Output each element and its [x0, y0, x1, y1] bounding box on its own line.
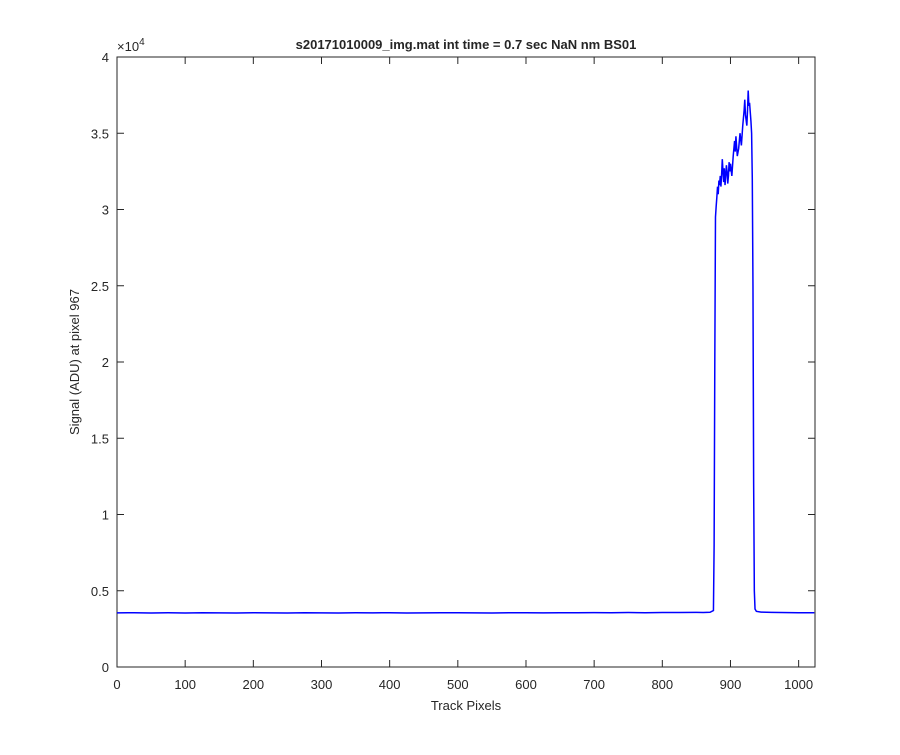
- y-tick-label: 3: [102, 203, 109, 218]
- x-tick-label: 100: [174, 677, 196, 692]
- x-tick-label: 800: [651, 677, 673, 692]
- data-line: [116, 90, 815, 614]
- y-tick-label: 3.5: [91, 126, 109, 141]
- y-tick-label: 2: [102, 355, 109, 370]
- x-tick-label: 0: [113, 677, 120, 692]
- x-tick-label: 600: [515, 677, 537, 692]
- x-tick-label: 200: [242, 677, 264, 692]
- y-axis-label: Signal (ADU) at pixel 967: [67, 289, 82, 435]
- y-multiplier-base: ×10: [117, 39, 139, 54]
- y-multiplier-exponent: 4: [139, 37, 145, 48]
- y-tick-label: 2.5: [91, 279, 109, 294]
- x-tick-label: 900: [720, 677, 742, 692]
- x-tick-label: 700: [583, 677, 605, 692]
- plot-area: [116, 56, 816, 668]
- y-tick-label: 0: [102, 660, 109, 675]
- x-axis-label: Track Pixels: [431, 698, 502, 713]
- y-tick-label: 0.5: [91, 584, 109, 599]
- x-tick-label: 500: [447, 677, 469, 692]
- x-tick-label: 400: [379, 677, 401, 692]
- y-tick-label: 1.5: [91, 431, 109, 446]
- y-multiplier: ×104: [117, 37, 145, 54]
- chart-title: s20171010009_img.mat int time = 0.7 sec …: [296, 37, 637, 52]
- y-tick-label: 1: [102, 508, 109, 523]
- x-tick-label: 300: [311, 677, 333, 692]
- x-tick-label: 1000: [784, 677, 813, 692]
- y-tick-label: 4: [102, 50, 109, 65]
